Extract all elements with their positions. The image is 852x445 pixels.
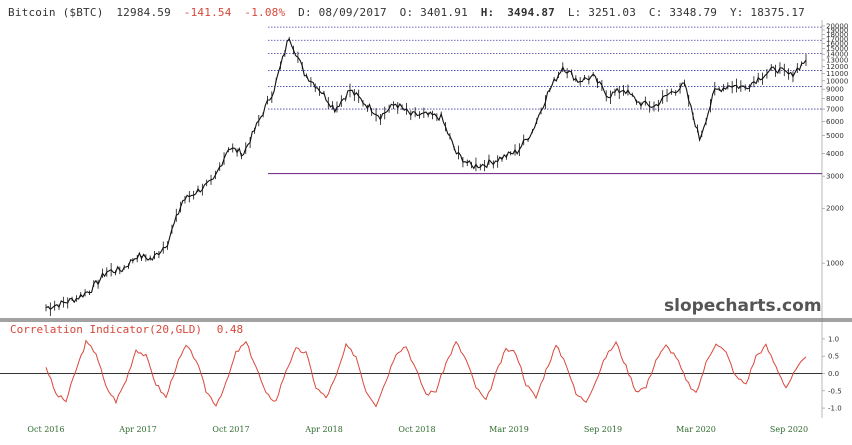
x-tick-label: Oct 2018 [398, 425, 435, 434]
x-tick-label: Mar 2019 [489, 425, 529, 434]
price-tick-label: 15000 [826, 45, 848, 53]
bar-date: D: 08/09/2017 [298, 6, 387, 19]
x-tick-label: Apr 2017 [118, 425, 157, 434]
x-tick-label: Apr 2018 [304, 425, 343, 434]
correlation-line [45, 339, 807, 408]
price-tick-label: 12000 [826, 63, 848, 71]
bar-high: 3494.87 [507, 6, 555, 19]
price-tick-label: 5000 [826, 132, 844, 140]
indicator-tick-label: 0.5 [828, 353, 839, 361]
price-header: Bitcoin ($BTC) 12984.59 -141.54 -1.08% D… [8, 6, 811, 19]
watermark-logo: slopecharts.com [664, 296, 822, 316]
price-tick-label: 16000 [826, 40, 848, 48]
indicator-tick-label: -0.5 [828, 387, 842, 395]
price-tick-label: 19000 [826, 27, 848, 35]
indicator-header: Correlation Indicator(20,GLD) 0.48 [10, 323, 243, 336]
symbol-title: Bitcoin ($BTC) [8, 6, 104, 19]
price-tick-label: 2000 [826, 205, 844, 213]
x-tick-label: Sep 2019 [584, 425, 622, 434]
price-tick-label: 11000 [826, 70, 848, 78]
bar-close: C: 3348.79 [648, 6, 718, 19]
price-tick-label: 14000 [826, 51, 848, 59]
x-tick-label: Oct 2016 [27, 425, 64, 434]
btc-price-line [45, 37, 807, 310]
price-tick-label: 13000 [826, 57, 848, 65]
indicator-tick-label: -1.0 [828, 405, 842, 413]
x-tick-label: Oct 2017 [212, 425, 249, 434]
price-tick-label: 4000 [826, 150, 844, 158]
bar-open: O: 3401.91 [399, 6, 468, 19]
price-tick-label: 10000 [826, 77, 848, 85]
price-tick-label: 17000 [826, 35, 848, 43]
price-tick-label: 3000 [826, 173, 844, 181]
x-tick-label: Sep 2020 [770, 425, 808, 434]
bar-y: Y: 18375.17 [729, 6, 805, 19]
price-change-pct: -1.08% [244, 6, 286, 19]
price-tick-label: 1000 [826, 260, 844, 268]
price-tick-label: 20000 [826, 22, 848, 30]
indicator-label: Correlation Indicator(20,GLD) [10, 323, 203, 336]
price-tick-label: 9000 [826, 86, 844, 94]
bar-high-label: H: [480, 6, 495, 19]
price-tick-label: 8000 [826, 95, 844, 103]
indicator-value: 0.48 [216, 323, 244, 336]
indicator-tick-label: 0.0 [828, 370, 839, 378]
price-change: -141.54 [183, 6, 232, 19]
indicator-tick-label: 1.0 [828, 335, 839, 343]
bar-low: L: 3251.03 [567, 6, 637, 19]
x-tick-label: Mar 2020 [676, 425, 716, 434]
price-tick-label: 7000 [826, 106, 844, 114]
price-tick-label: 6000 [826, 118, 844, 126]
price-tick-label: 18000 [826, 31, 848, 39]
last-price: 12984.59 [116, 6, 171, 19]
